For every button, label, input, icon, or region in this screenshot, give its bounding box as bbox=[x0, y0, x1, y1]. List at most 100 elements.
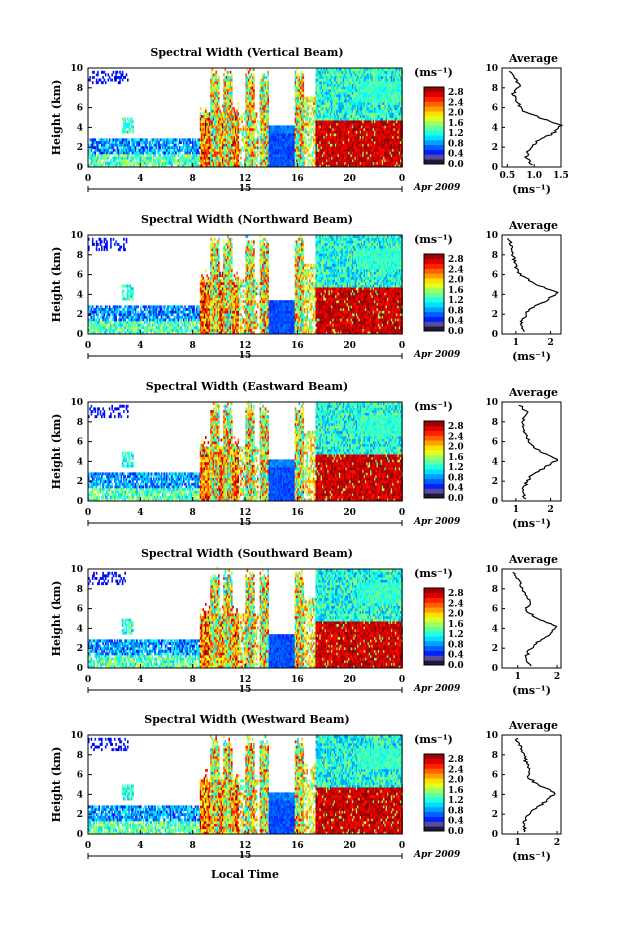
heatmap-cell bbox=[262, 156, 264, 160]
heatmap-cell bbox=[125, 156, 128, 160]
heatmap-cell bbox=[229, 120, 232, 124]
heatmap-cell bbox=[221, 128, 224, 131]
heatmap-cell bbox=[123, 117, 125, 121]
heatmap-cell bbox=[104, 148, 107, 152]
heatmap-cell bbox=[134, 138, 137, 142]
heatmap-cell bbox=[214, 146, 216, 150]
heatmap-cell bbox=[273, 143, 276, 147]
heatmap-cell bbox=[247, 156, 250, 160]
heatmap-cell bbox=[254, 151, 256, 155]
heatmap-cell bbox=[279, 130, 281, 134]
heatmap-cell bbox=[205, 148, 207, 152]
heatmap-cell bbox=[225, 133, 228, 137]
heatmap-cell bbox=[205, 151, 207, 155]
heatmap-cell bbox=[208, 138, 211, 142]
heatmap-cell bbox=[220, 115, 223, 118]
heatmap-cell bbox=[233, 143, 236, 147]
heatmap-cell bbox=[236, 148, 238, 152]
heatmap-cell bbox=[229, 128, 232, 131]
heatmap-cell bbox=[182, 156, 185, 160]
heatmap-cell bbox=[268, 135, 271, 139]
heatmap-cell bbox=[121, 128, 124, 131]
heatmap-cell bbox=[249, 154, 251, 157]
heatmap-cell bbox=[212, 151, 215, 155]
heatmap-cell bbox=[120, 141, 123, 144]
heatmap-cell bbox=[141, 148, 143, 152]
heatmap-cell bbox=[219, 120, 221, 124]
heatmap-cell bbox=[251, 104, 254, 108]
heatmap-cell bbox=[245, 141, 247, 144]
heatmap-cell bbox=[271, 164, 273, 168]
heatmap-cell bbox=[246, 107, 249, 111]
heatmap-cell bbox=[108, 76, 111, 79]
heatmap-cell bbox=[216, 151, 219, 155]
heatmap-cell bbox=[212, 161, 215, 165]
heatmap-cell bbox=[91, 151, 94, 155]
heatmap-cell bbox=[206, 122, 208, 126]
heatmap-cell bbox=[225, 143, 228, 147]
heatmap-cell bbox=[124, 156, 126, 160]
heatmap-cell bbox=[263, 109, 266, 113]
heatmap-cell bbox=[266, 117, 268, 121]
heatmap-cell bbox=[270, 141, 272, 144]
heatmap-cell bbox=[220, 141, 223, 144]
heatmap-cell bbox=[246, 83, 249, 87]
heatmap-cell bbox=[216, 81, 219, 85]
heatmap-cell bbox=[111, 164, 113, 168]
heatmap-cell bbox=[117, 161, 120, 165]
heatmap-cell bbox=[259, 125, 262, 129]
heatmap-cell bbox=[195, 146, 198, 150]
heatmap-cell bbox=[129, 120, 132, 124]
heatmap-cell bbox=[128, 141, 130, 144]
heatmap-cell bbox=[270, 164, 272, 168]
heatmap-cell bbox=[207, 154, 210, 157]
heatmap-cell bbox=[264, 102, 267, 105]
heatmap-cell bbox=[207, 156, 210, 160]
heatmap-cell bbox=[102, 156, 104, 160]
heatmap-cell bbox=[203, 148, 206, 152]
heatmap-cell bbox=[234, 112, 237, 116]
heatmap-cell bbox=[231, 76, 233, 79]
heatmap-cell bbox=[203, 161, 206, 165]
heatmap-cell bbox=[201, 125, 203, 129]
heatmap-cell bbox=[259, 122, 262, 126]
heatmap-cell bbox=[247, 102, 250, 105]
heatmap-cell bbox=[215, 94, 217, 98]
heatmap-cell bbox=[119, 164, 121, 168]
heatmap-cell bbox=[210, 83, 212, 87]
heatmap-cell bbox=[171, 161, 173, 165]
heatmap-cell bbox=[246, 78, 249, 82]
heatmap-cell bbox=[270, 151, 272, 155]
heatmap-cell bbox=[101, 141, 103, 144]
heatmap-cell bbox=[224, 159, 227, 163]
heatmap-cell bbox=[302, 76, 305, 79]
heatmap-cell bbox=[232, 151, 234, 155]
heatmap-cell bbox=[211, 164, 214, 168]
heatmap-cell bbox=[264, 148, 267, 152]
heatmap-cell bbox=[216, 112, 219, 116]
heatmap-cell bbox=[151, 138, 154, 142]
heatmap-cell bbox=[215, 154, 217, 157]
heatmap-cell bbox=[227, 133, 229, 137]
heatmap-cell bbox=[110, 146, 112, 150]
heatmap-cell bbox=[203, 109, 206, 113]
heatmap-cell bbox=[249, 148, 251, 152]
heatmap-cell bbox=[225, 94, 228, 98]
heatmap-cell bbox=[227, 122, 229, 126]
heatmap-cell bbox=[98, 154, 100, 157]
heatmap-cell bbox=[267, 117, 269, 121]
heatmap-cell bbox=[197, 159, 199, 163]
heatmap-cell bbox=[114, 161, 116, 165]
heatmap-cell bbox=[225, 148, 228, 152]
heatmap-cell bbox=[270, 156, 272, 160]
heatmap-cell bbox=[151, 156, 154, 160]
heatmap-cell bbox=[121, 73, 124, 77]
heatmap-cell bbox=[107, 141, 110, 144]
heatmap-cell bbox=[94, 138, 97, 142]
heatmap-cell bbox=[247, 143, 250, 147]
heatmap-cell bbox=[216, 107, 219, 111]
heatmap-cell bbox=[153, 161, 155, 165]
heatmap-cell bbox=[176, 161, 178, 165]
heatmap-cell bbox=[153, 151, 155, 155]
heatmap-cell bbox=[197, 138, 199, 142]
